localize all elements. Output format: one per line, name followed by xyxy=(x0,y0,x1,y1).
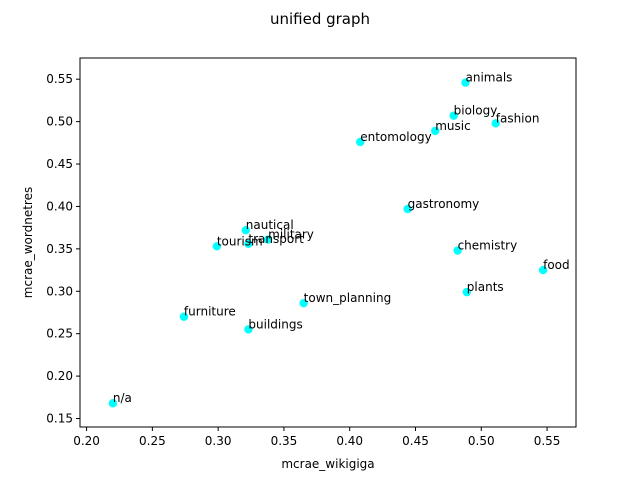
data-point-label: transport xyxy=(248,232,304,246)
data-point-label: town_planning xyxy=(304,291,392,305)
data-point xyxy=(453,246,462,255)
data-point-label: nautical xyxy=(246,218,294,232)
x-tick-label: 0.50 xyxy=(468,434,495,448)
data-point-label: tourism xyxy=(217,234,263,248)
data-point xyxy=(449,111,458,120)
data-point-label: gastronomy xyxy=(408,197,480,211)
x-tick-label: 0.25 xyxy=(139,434,166,448)
x-tick-label: 0.30 xyxy=(205,434,232,448)
y-tick-label: 0.20 xyxy=(46,369,73,383)
y-tick-label: 0.45 xyxy=(46,157,73,171)
data-point-label: music xyxy=(435,119,470,133)
data-point xyxy=(299,298,308,308)
y-axis-label: mcrae_wordnetres xyxy=(21,187,35,298)
data-point xyxy=(212,242,222,251)
x-tick-label: 0.55 xyxy=(534,434,561,448)
x-axis-label: mcrae_wikigiga xyxy=(281,457,374,471)
data-point xyxy=(356,137,365,147)
y-tick-label: 0.40 xyxy=(46,199,73,213)
data-point xyxy=(403,204,412,214)
data-point-label: fashion xyxy=(496,111,540,125)
data-point xyxy=(241,226,250,235)
data-point-label: chemistry xyxy=(458,239,518,253)
data-point-label: entomology xyxy=(360,130,431,144)
data-point-label: plants xyxy=(467,280,504,294)
data-point-label: military xyxy=(268,228,314,242)
data-point xyxy=(244,325,253,334)
chart-title: unified graph xyxy=(270,10,370,28)
y-axis: 0.15 0.20 0.25 0.30 0.35 0.40 0.45 0.50 0.55 xyxy=(46,72,80,426)
x-tick-label: 0.45 xyxy=(402,434,429,448)
y-tick-label: 0.25 xyxy=(46,327,73,341)
data-point-label: biology xyxy=(454,104,498,118)
data-point xyxy=(431,126,440,136)
x-axis: 0.20 0.25 0.30 0.35 0.40 0.45 0.50 0.55 xyxy=(73,427,560,448)
y-tick-label: 0.50 xyxy=(46,115,73,129)
data-point-label: n/a xyxy=(113,391,132,405)
data-point-label: furniture xyxy=(184,305,236,319)
y-tick-label: 0.15 xyxy=(46,412,73,426)
data-point xyxy=(108,399,118,408)
x-tick-label: 0.40 xyxy=(336,434,363,448)
plot-area-frame xyxy=(79,57,577,428)
data-point xyxy=(462,287,472,297)
data-point-label: animals xyxy=(465,71,512,85)
data-point xyxy=(491,119,500,128)
data-point xyxy=(461,78,470,87)
data-point-label: food xyxy=(543,258,570,272)
x-tick-label: 0.20 xyxy=(73,434,100,448)
data-point xyxy=(538,265,548,275)
data-point-label: buildings xyxy=(248,317,302,331)
x-tick-label: 0.35 xyxy=(271,434,298,448)
data-point xyxy=(263,235,273,244)
data-point xyxy=(244,239,253,248)
y-tick-label: 0.30 xyxy=(46,284,73,298)
y-tick-label: 0.55 xyxy=(46,72,73,86)
y-tick-label: 0.35 xyxy=(46,242,73,256)
data-point xyxy=(179,312,189,321)
